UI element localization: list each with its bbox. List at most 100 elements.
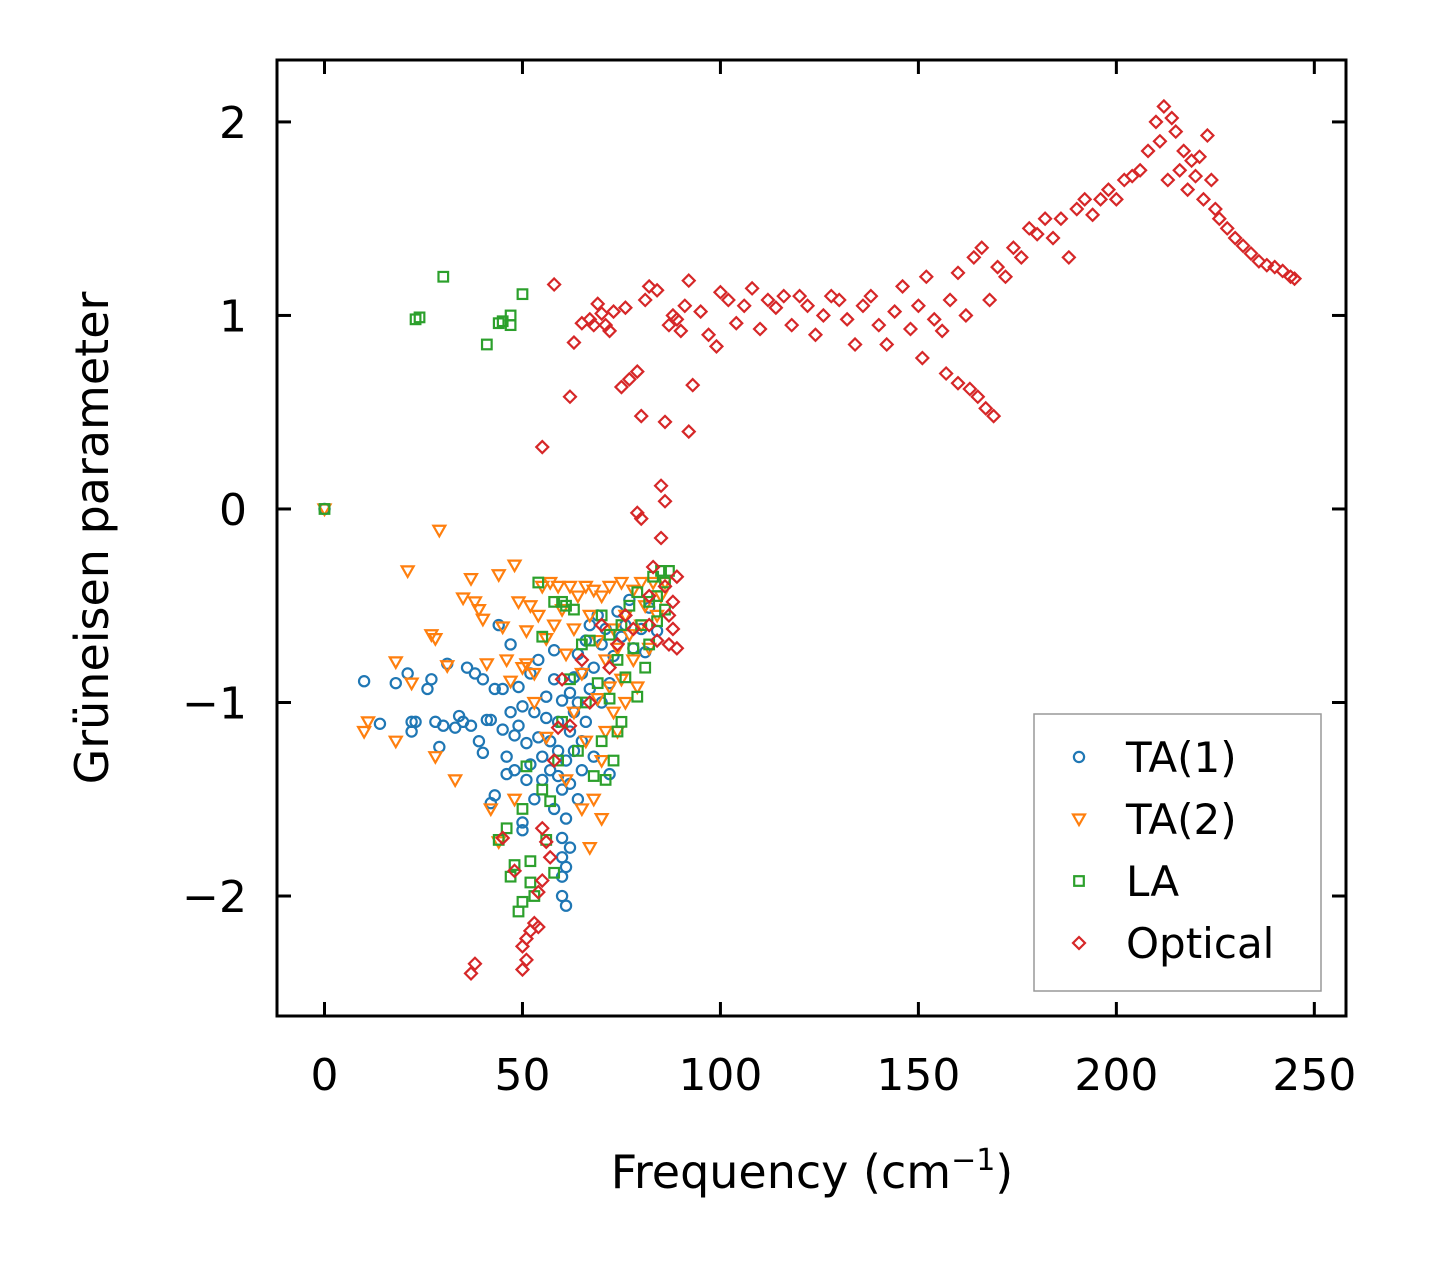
data-point (649, 282, 665, 298)
data-point (563, 841, 577, 854)
x-tick-label: 200 (1074, 1050, 1158, 1101)
data-point (502, 675, 519, 690)
data-point (938, 365, 954, 382)
data-point (623, 599, 636, 612)
data-point (562, 580, 578, 595)
data-point (520, 773, 533, 787)
data-point (467, 956, 483, 972)
data-point (496, 682, 509, 696)
data-point (902, 321, 919, 337)
data-point (1191, 149, 1208, 165)
data-point (879, 336, 895, 353)
legend-label: TA(1) (1125, 733, 1237, 782)
legend-entry: Optical (1071, 919, 1274, 968)
x-tick-label: 150 (876, 1050, 960, 1101)
data-point (559, 899, 573, 912)
data-point (602, 323, 618, 339)
data-point (855, 298, 871, 314)
data-point (661, 317, 677, 333)
data-point (701, 327, 717, 343)
data-point (1005, 240, 1021, 256)
data-point (641, 588, 657, 604)
data-point (1156, 98, 1172, 115)
data-point (1184, 153, 1200, 169)
data-point (736, 298, 752, 314)
data-point (619, 671, 632, 684)
data-point (637, 292, 653, 308)
data-point (532, 576, 545, 589)
data-point (468, 667, 482, 680)
data-point (522, 600, 539, 614)
data-point (568, 603, 580, 616)
y-tick-label: 0 (219, 485, 247, 536)
data-point (760, 292, 776, 308)
data-point (586, 317, 602, 333)
data-point (661, 607, 677, 623)
data-point (534, 439, 550, 455)
data-point (847, 336, 863, 353)
data-point (585, 793, 602, 808)
data-point (463, 573, 479, 587)
data-point (1251, 253, 1267, 269)
data-point (387, 656, 404, 671)
legend-label: Optical (1126, 919, 1274, 968)
data-point (651, 590, 663, 602)
data-point (1037, 211, 1053, 227)
data-point (558, 648, 574, 663)
series-optical (463, 98, 1303, 981)
data-point (962, 381, 978, 397)
data-point (589, 693, 606, 707)
data-point (603, 692, 616, 705)
data-point (653, 530, 669, 546)
data-point (544, 795, 557, 808)
data-point (594, 305, 610, 322)
data-point (566, 623, 582, 638)
data-point (1259, 257, 1275, 273)
y-tick-label: 1 (219, 291, 247, 342)
data-point (579, 715, 593, 729)
data-point (595, 735, 608, 748)
data-point (1152, 133, 1168, 149)
data-point (504, 638, 517, 651)
data-point (895, 278, 911, 294)
data-point (448, 721, 462, 734)
data-point (657, 414, 673, 430)
data-point (661, 636, 677, 652)
data-point (1045, 230, 1061, 246)
data-point (357, 675, 371, 688)
data-point (524, 876, 537, 889)
data-point (926, 311, 942, 327)
data-point (768, 300, 784, 316)
data-point (958, 307, 974, 324)
data-point (518, 952, 534, 968)
data-point (575, 764, 589, 777)
data-point (563, 725, 577, 738)
y-axis-label: Grüneisen parameter (65, 291, 119, 784)
data-point (693, 304, 709, 320)
data-point (516, 895, 529, 908)
data-point (1283, 269, 1299, 285)
data-point (425, 673, 438, 686)
data-point (579, 696, 592, 709)
data-point (504, 705, 517, 719)
data-point (609, 636, 626, 652)
data-point (480, 713, 494, 727)
data-point (520, 736, 533, 750)
data-point (532, 653, 545, 667)
data-point (629, 681, 646, 696)
data-point (603, 628, 616, 641)
data-point (659, 576, 671, 589)
data-point (627, 642, 640, 655)
data-point (950, 265, 966, 281)
data-point (625, 621, 641, 637)
y-tick-label: 2 (219, 98, 247, 149)
data-point (708, 338, 725, 354)
data-point (934, 323, 950, 339)
data-point (455, 592, 471, 607)
data-point (653, 478, 669, 494)
data-point (571, 793, 585, 806)
data-point (563, 686, 577, 700)
data-point (914, 350, 930, 366)
data-point (548, 595, 561, 608)
